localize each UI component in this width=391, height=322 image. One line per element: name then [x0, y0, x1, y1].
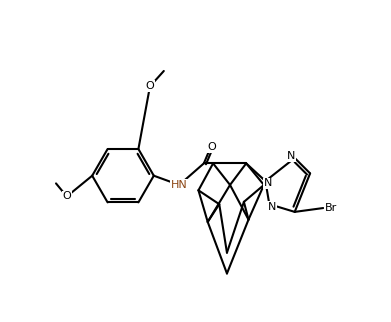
Text: N: N: [287, 151, 295, 161]
Text: O: O: [63, 192, 71, 202]
Text: N: N: [264, 178, 272, 188]
Text: Br: Br: [325, 203, 337, 213]
Text: N: N: [267, 202, 276, 212]
Text: O: O: [207, 142, 216, 152]
Text: HN: HN: [171, 180, 188, 190]
Text: O: O: [145, 81, 154, 91]
